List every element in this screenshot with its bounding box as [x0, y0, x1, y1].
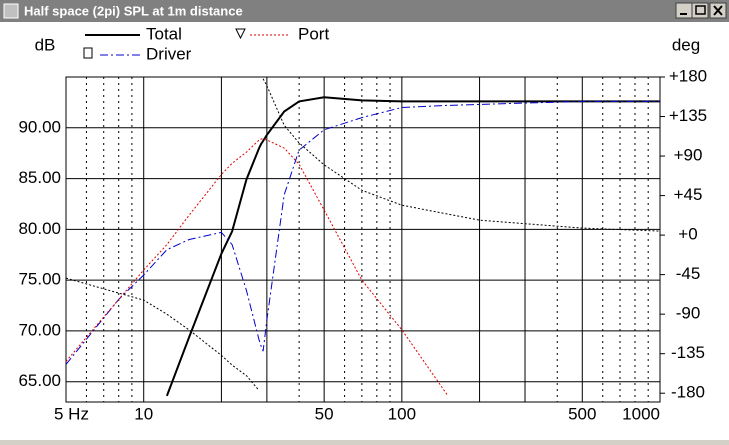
- series-line: [165, 96, 660, 397]
- y2-tick-label: +0: [678, 225, 697, 244]
- y2-tick-label: -90: [676, 304, 701, 323]
- x-tick-label: 50: [315, 404, 334, 423]
- legend-marker: [83, 47, 93, 59]
- x-tick-label: 500: [568, 404, 596, 423]
- y2-tick-label: -45: [676, 264, 701, 283]
- y-tick-label: 75.00: [18, 270, 61, 289]
- x-tick-label: 10: [134, 404, 153, 423]
- window-icon: [3, 3, 19, 19]
- y2-tick-label: -180: [671, 383, 705, 402]
- minimize-button[interactable]: [675, 2, 693, 19]
- legend-label: Driver: [146, 44, 192, 63]
- y2-axis-label: deg: [672, 35, 700, 54]
- y-tick-label: 70.00: [18, 320, 61, 339]
- series-line: [65, 138, 448, 396]
- window-title: Half space (2pi) SPL at 1m distance: [24, 3, 243, 18]
- close-button[interactable]: [709, 2, 727, 19]
- legend-marker: [235, 28, 246, 40]
- y2-tick-label: +90: [674, 146, 703, 165]
- series-line: [65, 100, 660, 365]
- x-tick-label: 1000: [622, 404, 660, 423]
- x-tick-label: 100: [388, 404, 416, 423]
- x-tick-label: 5 Hz: [54, 404, 89, 423]
- y-tick-label: 80.00: [18, 219, 61, 238]
- y-tick-label: 90.00: [18, 117, 61, 136]
- legend-label: Total: [146, 24, 182, 43]
- y-tick-label: 85.00: [18, 168, 61, 187]
- maximize-button[interactable]: [691, 2, 709, 19]
- legend-label: Port: [298, 24, 329, 43]
- y2-tick-label: +45: [674, 185, 703, 204]
- y2-tick-label: +180: [669, 66, 707, 85]
- title-bar: [0, 0, 729, 22]
- series-line: [65, 78, 661, 391]
- y-tick-label: 65.00: [18, 371, 61, 390]
- plot-border: [65, 76, 661, 403]
- y2-tick-label: -135: [671, 343, 705, 362]
- y-axis-label: dB: [35, 35, 56, 54]
- y2-tick-label: +135: [669, 106, 707, 125]
